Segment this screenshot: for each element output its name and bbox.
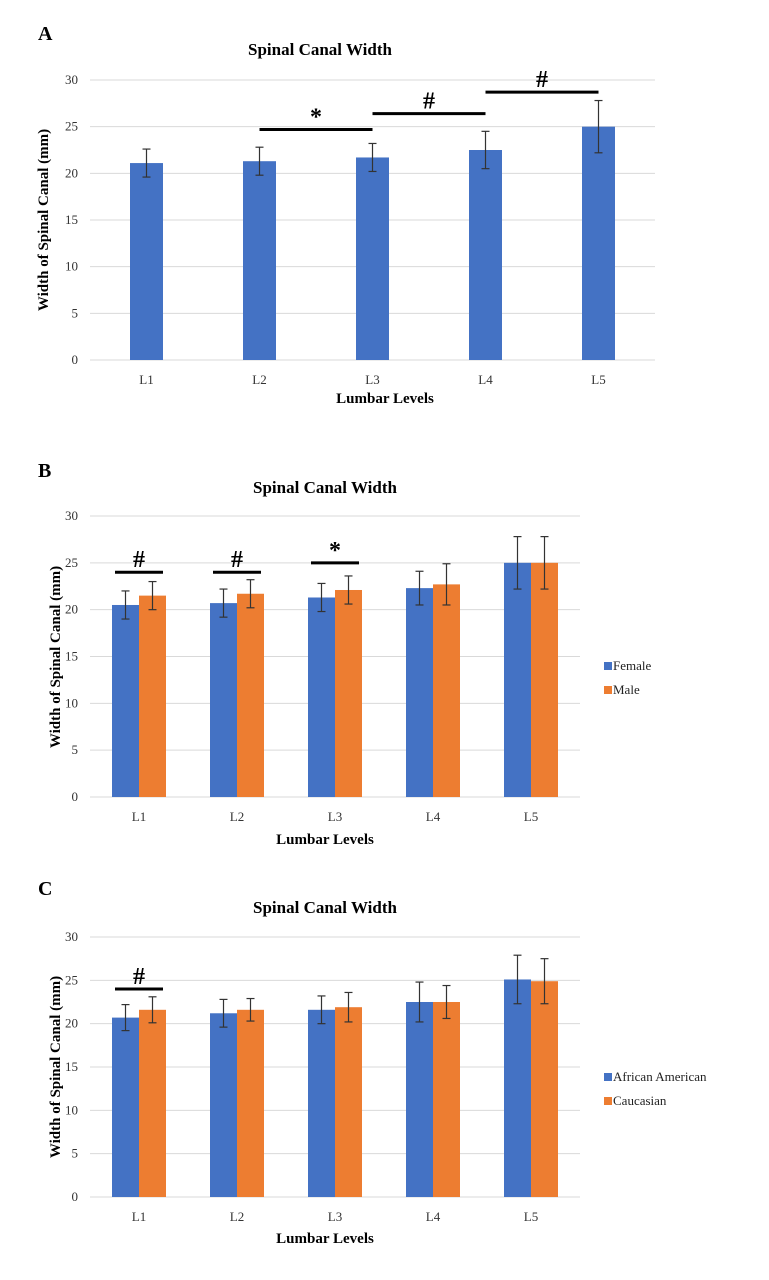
x-tick-label: L5 xyxy=(524,809,538,824)
y-tick-label: 25 xyxy=(65,555,78,570)
bar xyxy=(139,595,166,797)
y-tick-label: 10 xyxy=(65,695,78,710)
bar xyxy=(582,126,615,361)
y-tick-label: 30 xyxy=(65,72,78,87)
chart-c-svg: C Spinal Canal Width 0 5 10 15 20 25 30 L1 L2 L3 L4 L… xyxy=(38,878,707,1247)
y-tick-label: 20 xyxy=(65,165,78,180)
y-tick-label: 30 xyxy=(65,508,78,523)
chart-a-svg: A Spinal Canal Width 0 5 10 15 20 25 30 L1 L2 L3 L4 L… xyxy=(36,23,655,407)
y-tick-label: 15 xyxy=(65,1059,78,1074)
legend-label: African American xyxy=(613,1069,707,1084)
significance-symbol: * xyxy=(310,104,322,130)
bar xyxy=(504,562,531,797)
bar xyxy=(237,1009,264,1197)
bar xyxy=(308,597,335,797)
x-tick-label: L1 xyxy=(132,1209,146,1224)
bar xyxy=(433,584,460,797)
x-tick-label: L4 xyxy=(426,1209,441,1224)
legend-label: Caucasian xyxy=(613,1093,667,1108)
y-tick-label: 0 xyxy=(72,352,79,367)
x-axis-label: Lumbar Levels xyxy=(276,1231,374,1247)
bar xyxy=(112,604,139,797)
bar xyxy=(335,1007,362,1197)
bar xyxy=(335,589,362,797)
chart-panel-c: C Spinal Canal Width 0 5 10 15 20 25 30 L1 L2 L3 L4 L… xyxy=(0,860,769,1280)
y-tick-label: 25 xyxy=(65,119,78,134)
bar xyxy=(130,163,163,360)
x-tick-label: L3 xyxy=(328,809,342,824)
x-tick-label: L5 xyxy=(524,1209,538,1224)
bar xyxy=(308,1009,335,1197)
bar xyxy=(243,161,276,360)
chart-panel-b: B Spinal Canal Width 0 5 10 15 20 25 30 L1 L2 L3 L4 L… xyxy=(0,440,769,860)
y-tick-label: 25 xyxy=(65,972,78,987)
bar xyxy=(356,157,389,360)
legend-label: Female xyxy=(613,658,651,673)
x-tick-label: L2 xyxy=(230,1209,244,1224)
bar xyxy=(531,562,558,797)
x-axis-label: Lumbar Levels xyxy=(276,832,374,848)
x-tick-label: L1 xyxy=(132,809,146,824)
y-tick-label: 5 xyxy=(72,742,79,757)
bar xyxy=(237,593,264,797)
bar xyxy=(531,981,558,1197)
y-tick-label: 20 xyxy=(65,1016,78,1031)
bar xyxy=(406,588,433,797)
bar xyxy=(112,1017,139,1197)
bar xyxy=(469,150,502,360)
significance-symbol: * xyxy=(329,538,341,564)
bar xyxy=(504,979,531,1197)
chart-title: Spinal Canal Width xyxy=(248,40,392,59)
bar xyxy=(210,603,237,797)
y-tick-label: 5 xyxy=(72,305,79,320)
panel-label: B xyxy=(38,460,51,482)
x-axis-label: Lumbar Levels xyxy=(336,391,434,407)
chart-b-svg: B Spinal Canal Width 0 5 10 15 20 25 30 L1 L2 L3 L4 L… xyxy=(38,460,651,848)
x-tick-label: L4 xyxy=(426,809,441,824)
significance-symbol: # xyxy=(231,547,243,573)
y-tick-label: 0 xyxy=(72,1189,79,1204)
y-tick-label: 30 xyxy=(65,929,78,944)
legend-swatch xyxy=(604,686,612,694)
y-axis-label: Width of Spinal Canal (mm) xyxy=(36,129,52,311)
significance-symbol: # xyxy=(133,964,145,990)
x-tick-label: L3 xyxy=(365,372,379,387)
x-tick-label: L1 xyxy=(139,372,153,387)
y-tick-label: 15 xyxy=(65,649,78,664)
y-tick-label: 10 xyxy=(65,259,78,274)
bar xyxy=(210,1013,237,1197)
significance-symbol: # xyxy=(423,89,435,115)
x-tick-label: L4 xyxy=(478,372,493,387)
bar xyxy=(433,1002,460,1197)
legend-label: Male xyxy=(613,682,640,697)
chart-title: Spinal Canal Width xyxy=(253,898,397,917)
y-axis-label: Width of Spinal Canal (mm) xyxy=(48,566,64,748)
y-tick-label: 0 xyxy=(72,789,79,804)
x-tick-label: L2 xyxy=(230,809,244,824)
bar xyxy=(406,1002,433,1197)
legend-swatch xyxy=(604,1073,612,1081)
y-axis-label: Width of Spinal Canal (mm) xyxy=(48,976,64,1158)
legend-swatch xyxy=(604,662,612,670)
y-tick-label: 20 xyxy=(65,602,78,617)
significance-symbol: # xyxy=(133,547,145,573)
x-tick-label: L3 xyxy=(328,1209,342,1224)
bar xyxy=(139,1009,166,1197)
panel-label: C xyxy=(38,878,52,900)
x-tick-label: L2 xyxy=(252,372,266,387)
y-tick-label: 15 xyxy=(65,212,78,227)
x-tick-label: L5 xyxy=(591,372,605,387)
panel-label: A xyxy=(38,23,53,45)
legend-swatch xyxy=(604,1097,612,1105)
y-tick-label: 10 xyxy=(65,1102,78,1117)
significance-symbol: # xyxy=(536,67,548,93)
chart-panel-a: A Spinal Canal Width 0 5 10 15 20 25 30 L1 L2 L3 L4 L… xyxy=(0,0,769,420)
chart-title: Spinal Canal Width xyxy=(253,478,397,497)
y-tick-label: 5 xyxy=(72,1146,79,1161)
